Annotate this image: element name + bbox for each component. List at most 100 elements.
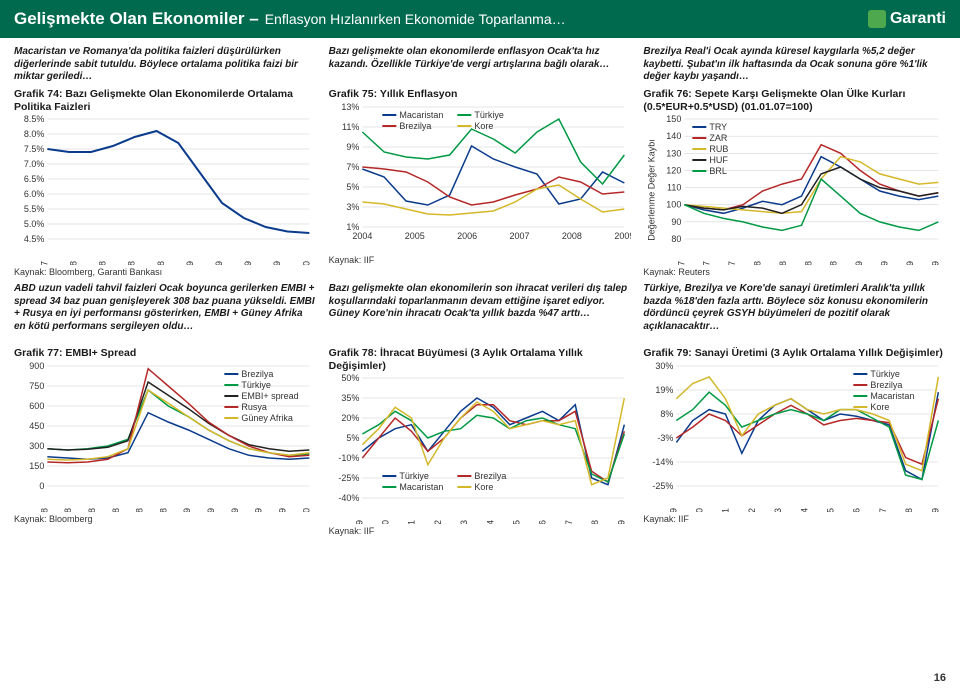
svg-text:6.0%: 6.0% [24, 189, 45, 199]
svg-text:06 07: 06 07 [677, 261, 687, 265]
svg-text:8.5%: 8.5% [24, 115, 45, 124]
svg-text:07.08: 07.08 [127, 261, 137, 265]
svg-text:0: 0 [39, 481, 44, 491]
svg-text:Türkiye: Türkiye [241, 380, 271, 390]
svg-text:04.08: 04.08 [98, 261, 108, 265]
svg-text:13%: 13% [341, 103, 359, 112]
svg-text:01.09: 01.09 [185, 261, 195, 265]
svg-text:-10%: -10% [338, 453, 359, 463]
content-area: Macaristan ve Romanya'da politika faizle… [0, 38, 960, 550]
svg-text:2000: 2000 [695, 508, 705, 512]
svg-text:2001: 2001 [406, 520, 416, 524]
svg-text:50%: 50% [341, 374, 359, 383]
svg-text:2004: 2004 [485, 520, 495, 524]
svg-text:2007: 2007 [564, 520, 574, 524]
svg-text:Haz 09: Haz 09 [230, 508, 240, 512]
svg-text:10.07: 10.07 [39, 261, 49, 265]
svg-text:TRY: TRY [710, 122, 728, 132]
svg-text:20%: 20% [341, 413, 359, 423]
svg-text:2003: 2003 [773, 508, 783, 512]
chart-title-75: Grafik 75: Yıllık Enflasyon [329, 88, 632, 101]
svg-text:9%: 9% [346, 142, 359, 152]
svg-text:06 08: 06 08 [778, 261, 788, 265]
svg-text:750: 750 [29, 381, 44, 391]
svg-text:Güney Afrika: Güney Afrika [241, 413, 293, 423]
svg-text:2009: 2009 [614, 231, 631, 241]
chart-75: 1%3%5%7%9%11%13%200420052006200720082009… [329, 103, 632, 253]
intro-r2c1: ABD uzun vadeli tahvil faizleri Ocak boy… [14, 283, 317, 343]
page-number: 16 [934, 672, 946, 684]
logo-icon [868, 10, 886, 28]
svg-text:09 09: 09 09 [905, 261, 915, 265]
svg-text:2009: 2009 [931, 508, 941, 512]
svg-text:Brezilya: Brezilya [241, 369, 273, 379]
svg-text:12 09: 12 09 [931, 261, 941, 265]
svg-text:Şub 08: Şub 08 [39, 508, 49, 512]
svg-text:Nis 08: Nis 08 [63, 508, 73, 512]
svg-text:2008: 2008 [590, 520, 600, 524]
chart-title-79: Grafik 79: Sanayi Üretimi (3 Aylık Ortal… [643, 347, 946, 360]
source-77: Kaynak: Bloomberg [14, 514, 317, 524]
cell-r1c1: Macaristan ve Romanya'da politika faizle… [14, 46, 317, 277]
svg-text:140: 140 [667, 131, 682, 141]
svg-text:150: 150 [667, 115, 682, 124]
chart-row-2: ABD uzun vadeli tahvil faizleri Ocak boy… [14, 283, 946, 536]
svg-text:6.5%: 6.5% [24, 174, 45, 184]
svg-text:2006: 2006 [852, 508, 862, 512]
svg-text:5.0%: 5.0% [24, 219, 45, 229]
svg-text:2000: 2000 [380, 520, 390, 524]
source-78: Kaynak: IIF [329, 526, 632, 536]
svg-text:8%: 8% [661, 409, 674, 419]
svg-text:Türkiye: Türkiye [474, 110, 504, 120]
svg-text:Rusya: Rusya [241, 402, 267, 412]
svg-text:Ara 08: Ara 08 [158, 508, 168, 512]
svg-text:-14%: -14% [653, 457, 674, 467]
svg-text:EMBI+ spread: EMBI+ spread [241, 391, 298, 401]
chart-74: 4.5%5.0%5.5%6.0%6.5%7.0%7.5%8.0%8.5%10.0… [14, 115, 317, 265]
svg-text:2009: 2009 [616, 520, 626, 524]
svg-text:-25%: -25% [653, 481, 674, 491]
chart-title-78: Grafik 78: İhracat Büyümesi (3 Aylık Ort… [329, 347, 632, 372]
svg-text:09 07: 09 07 [702, 261, 712, 265]
svg-text:2004: 2004 [800, 508, 810, 512]
svg-text:1999: 1999 [669, 508, 679, 512]
svg-text:150: 150 [29, 461, 44, 471]
svg-text:10.09: 10.09 [272, 261, 282, 265]
svg-text:Kore: Kore [871, 402, 890, 412]
svg-text:04.09: 04.09 [214, 261, 224, 265]
svg-text:130: 130 [667, 148, 682, 158]
logo-text: Garanti [890, 10, 946, 28]
svg-text:600: 600 [29, 401, 44, 411]
svg-text:2007: 2007 [509, 231, 529, 241]
title-main: Gelişmekte Olan Ekonomiler – [14, 9, 259, 29]
logo: Garanti [868, 10, 946, 28]
svg-text:Brezilya: Brezilya [871, 380, 903, 390]
svg-text:3%: 3% [346, 202, 359, 212]
svg-text:Haz 08: Haz 08 [87, 508, 97, 512]
chart-76: 809010011012013014015006 0709 0712 0703 … [643, 115, 946, 265]
svg-text:2005: 2005 [511, 520, 521, 524]
svg-text:Ağu 09: Ağu 09 [254, 508, 264, 512]
chart-title-77: Grafik 77: EMBI+ Spread [14, 347, 317, 360]
chart-row-1: Macaristan ve Romanya'da politika faizle… [14, 46, 946, 277]
svg-text:HUF: HUF [710, 155, 729, 165]
svg-text:03 09: 03 09 [854, 261, 864, 265]
svg-text:1999: 1999 [354, 520, 364, 524]
svg-text:5%: 5% [346, 182, 359, 192]
chart-title-76: Grafik 76: Sepete Karşı Gelişmekte Olan … [643, 88, 946, 113]
svg-text:5%: 5% [346, 433, 359, 443]
source-79: Kaynak: IIF [643, 514, 946, 524]
cell-r2c3: Türkiye, Brezilya ve Kore'de sanayi üret… [643, 283, 946, 536]
svg-text:06 09: 06 09 [880, 261, 890, 265]
svg-text:450: 450 [29, 421, 44, 431]
svg-text:2002: 2002 [433, 520, 443, 524]
svg-text:12 07: 12 07 [727, 261, 737, 265]
svg-text:12 08: 12 08 [829, 261, 839, 265]
svg-text:2005: 2005 [404, 231, 424, 241]
source-75: Kaynak: IIF [329, 255, 632, 265]
svg-text:01.10: 01.10 [301, 261, 311, 265]
svg-text:-25%: -25% [338, 473, 359, 483]
svg-text:35%: 35% [341, 393, 359, 403]
chart-78: -40%-25%-10%5%20%35%50%19992000200120022… [329, 374, 632, 524]
svg-text:BRL: BRL [710, 166, 728, 176]
